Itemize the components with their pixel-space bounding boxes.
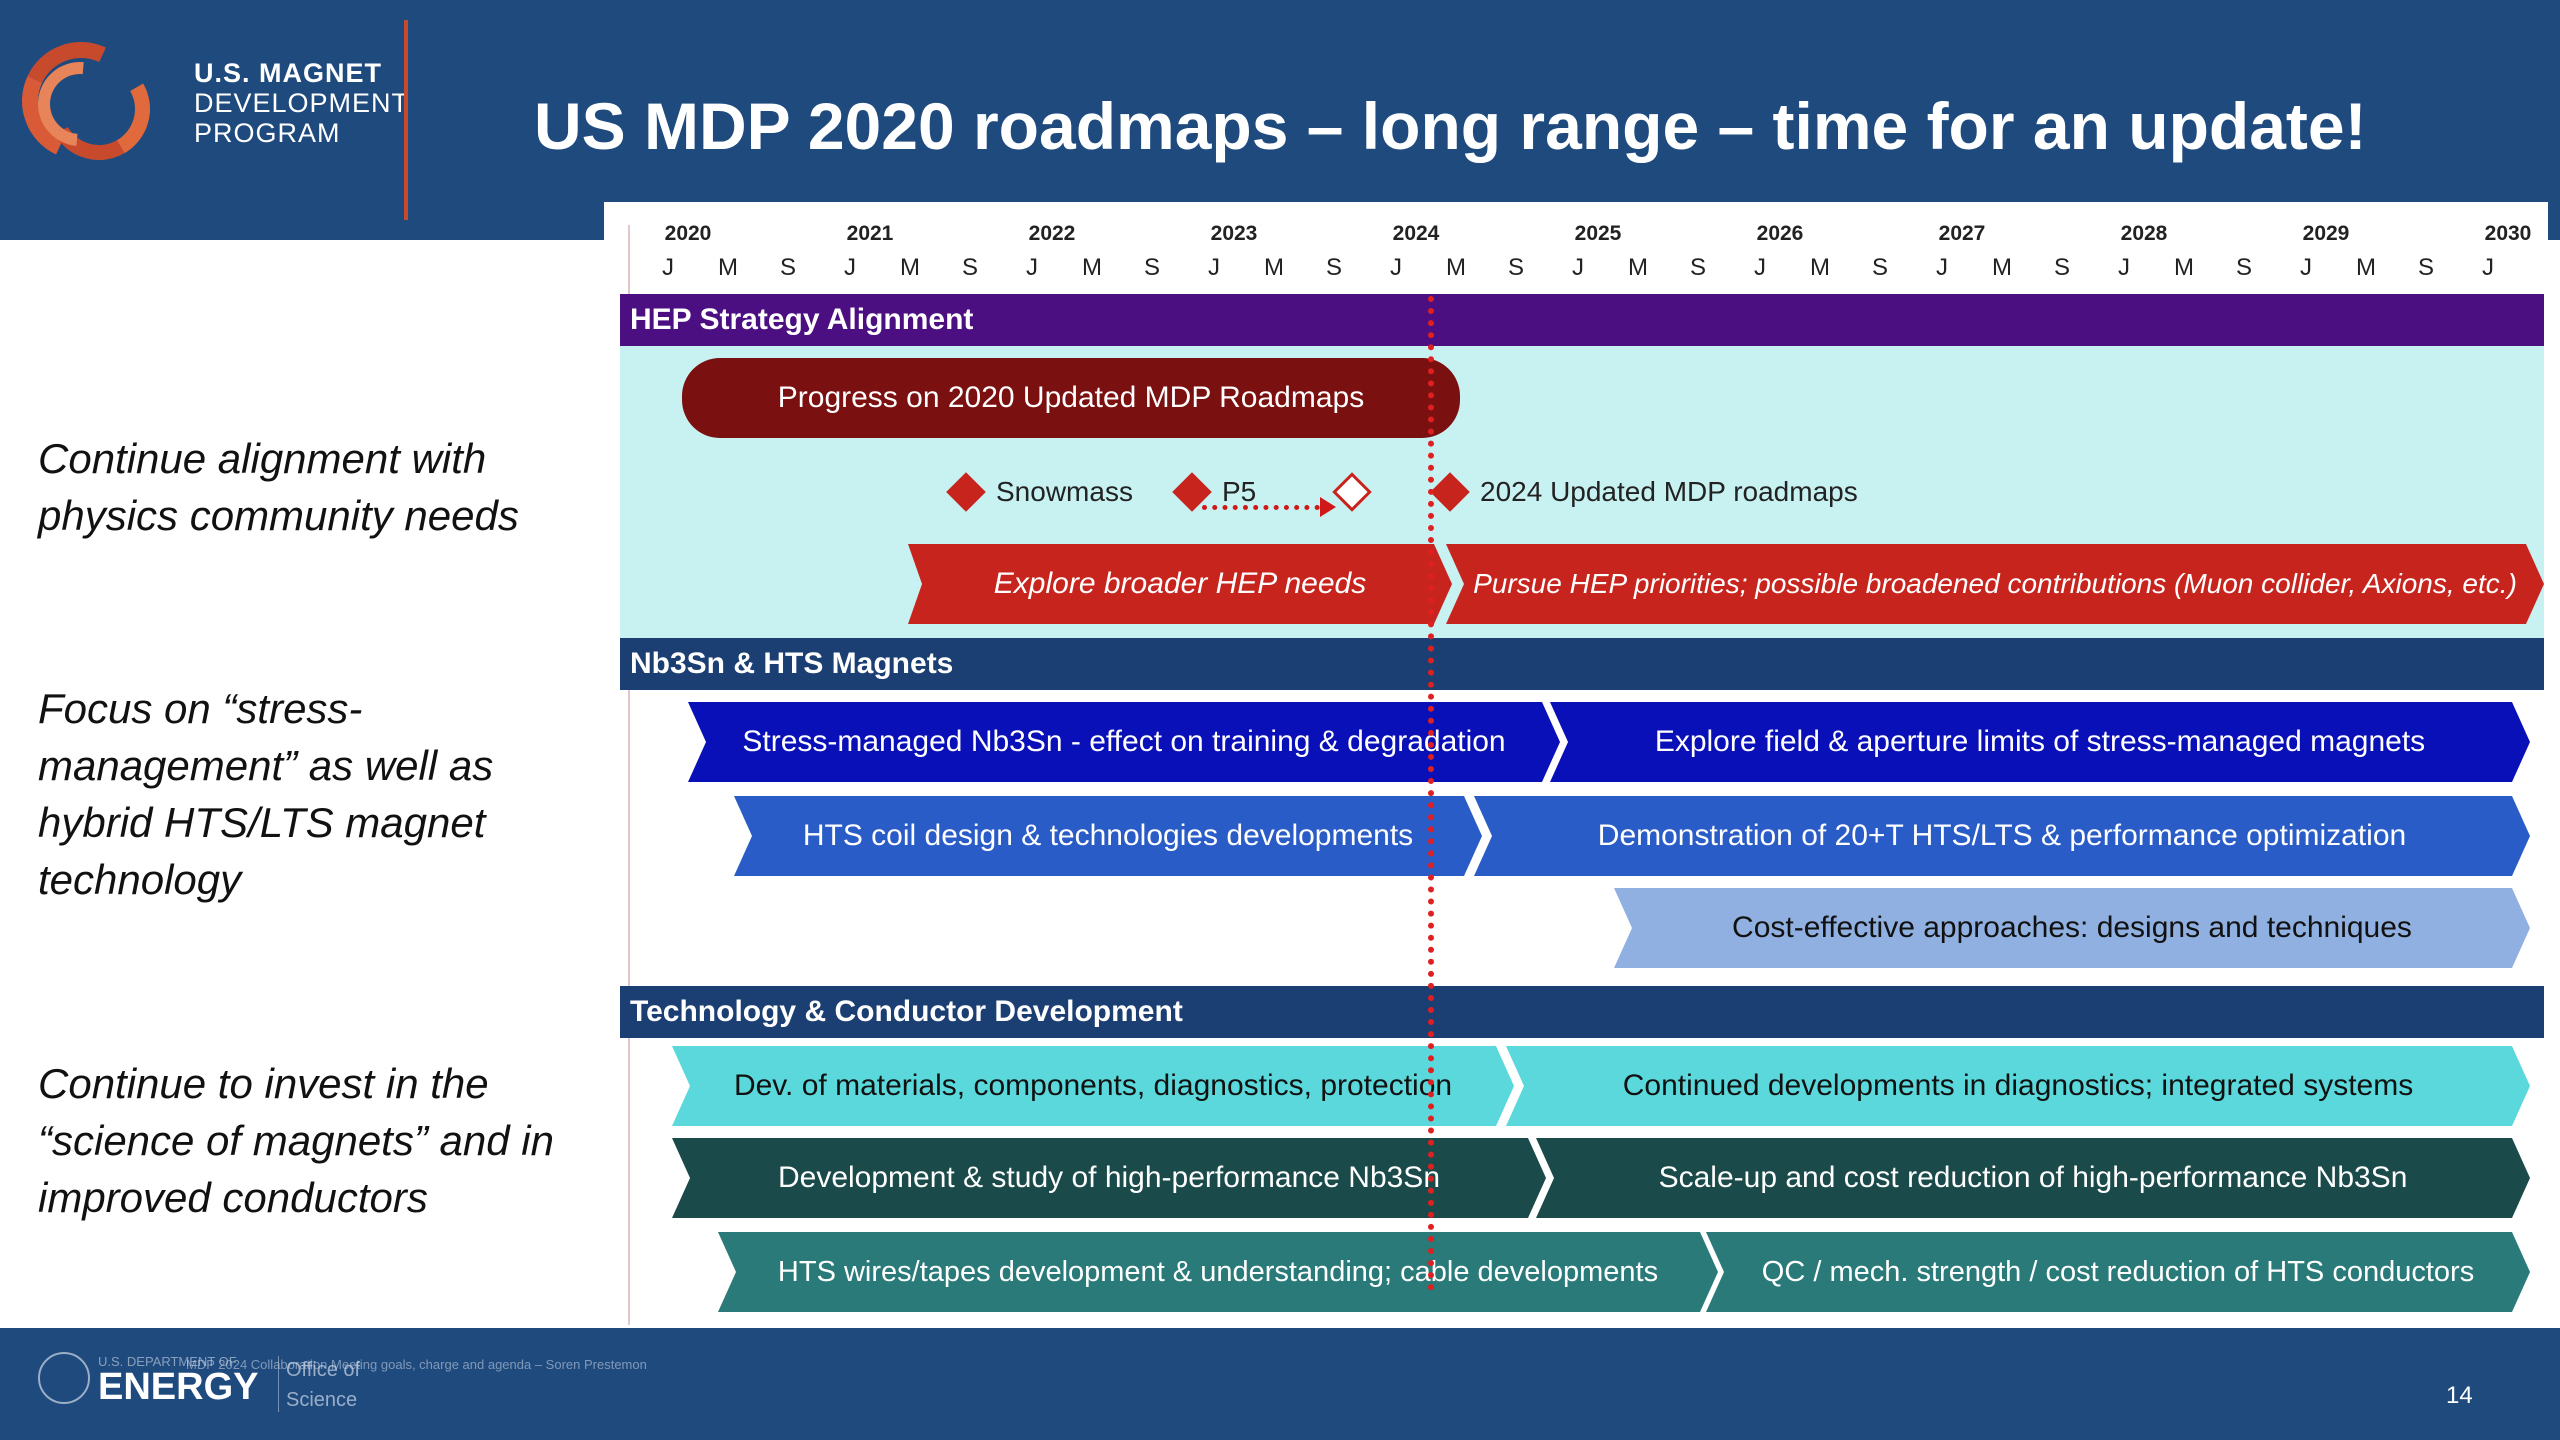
bar-materials-diagnostics: Dev. of materials, components, diagnosti… — [672, 1046, 1514, 1126]
timeline-year-label: 2026 — [1756, 222, 1804, 245]
timeline-year-label: 2023 — [1210, 222, 1258, 245]
timeline-year-label: 2028 — [2120, 222, 2168, 245]
timeline-month-tick: S — [1325, 254, 1343, 281]
bar-20t-demonstration: Demonstration of 20+T HTS/LTS & performa… — [1474, 796, 2530, 876]
timeline-year-label: 2029 — [2302, 222, 2350, 245]
footer-band — [0, 1328, 2560, 1440]
objective-science-of-magnets: Continue to invest in the “science of ma… — [38, 1060, 554, 1221]
logo-text-line-2: DEVELOPMENT — [194, 88, 410, 118]
footer-department: U.S. DEPARTMENT OF — [98, 1354, 237, 1369]
logo-text-line-1: U.S. MAGNET — [194, 58, 383, 88]
timeline-month-tick: J — [2482, 254, 2494, 281]
timeline-month-tick: J — [662, 254, 674, 281]
bar-explore-field-limits: Explore field & aperture limits of stres… — [1550, 702, 2530, 782]
bar-hts-qc-cost: QC / mech. strength / cost reduction of … — [1706, 1232, 2530, 1312]
p5-delay-arrow — [1202, 505, 1330, 510]
bar-progress-roadmaps: Progress on 2020 Updated MDP Roadmaps — [682, 358, 1460, 438]
bar-stress-managed-nb3sn: Stress-managed Nb3Sn - effect on trainin… — [688, 702, 1560, 782]
timeline-month-tick: S — [2417, 254, 2435, 281]
timeline-month-tick: J — [1572, 254, 1584, 281]
timeline-month-tick: S — [961, 254, 979, 281]
doe-seal-icon — [38, 1352, 90, 1404]
timeline-month-tick: S — [1689, 254, 1707, 281]
timeline-month-tick: M — [1810, 254, 1830, 281]
panel-left-rule — [628, 225, 630, 1325]
bar-explore-hep-needs: Explore broader HEP needs — [908, 544, 1452, 624]
footer-meeting-caption: MDP 2024 Collaboration Meeting goals, ch… — [186, 1357, 647, 1372]
timeline-month-tick: M — [900, 254, 920, 281]
timeline-month-tick: J — [844, 254, 856, 281]
logo-text-line-3: PROGRAM — [194, 118, 341, 148]
timeline-month-tick: S — [2235, 254, 2253, 281]
slide-title: US MDP 2020 roadmaps – long range – time… — [534, 89, 2367, 163]
timeline-month-tick: M — [2356, 254, 2376, 281]
bar-nb3sn-scale-up: Scale-up and cost reduction of high-perf… — [1536, 1138, 2530, 1218]
timeline-year-label: 2021 — [846, 222, 894, 245]
timeline-month-tick: J — [1208, 254, 1220, 281]
bar-hts-wires-tapes: HTS wires/tapes development & understand… — [718, 1232, 1718, 1312]
objective-physics-alignment: Continue alignment with physics communit… — [38, 435, 519, 539]
section-technology: Technology & Conductor Development — [620, 986, 2544, 1038]
timeline-month-tick: M — [1082, 254, 1102, 281]
timeline-month-tick: S — [2053, 254, 2071, 281]
bar-cost-effective-approaches: Cost-effective approaches: designs and t… — [1614, 888, 2530, 968]
objective-stress-management: Focus on “stress-management” as well as … — [38, 685, 494, 903]
logo-divider — [404, 20, 408, 220]
p5-delay-arrowhead — [1320, 497, 1336, 517]
timeline-month-tick: J — [1390, 254, 1402, 281]
timeline-month-tick: S — [1871, 254, 1889, 281]
bar-continued-diagnostics: Continued developments in diagnostics; i… — [1506, 1046, 2530, 1126]
timeline-month-tick: M — [1628, 254, 1648, 281]
milestone-roadmap-update-label: 2024 Updated MDP roadmaps — [1480, 476, 1858, 507]
timeline-year-label: 2027 — [1938, 222, 1986, 245]
section-hep-strategy: HEP Strategy Alignment — [620, 294, 2544, 346]
page-number: 14 — [2446, 1382, 2473, 1409]
footer-office-line-1: Office of — [286, 1359, 361, 1381]
timeline-month-tick: M — [2174, 254, 2194, 281]
bar-pursue-hep-priorities: Pursue HEP priorities; possible broadene… — [1446, 544, 2544, 624]
timeline-month-tick: M — [718, 254, 738, 281]
timeline-month-tick: M — [1992, 254, 2012, 281]
timeline-year-label: 2020 — [664, 222, 712, 245]
timeline-month-tick: J — [2118, 254, 2130, 281]
bar-hts-coil-design: HTS coil design & technologies developme… — [734, 796, 1482, 876]
header-band — [0, 0, 2560, 240]
current-date-marker — [1428, 296, 1434, 1291]
section-magnets: Nb3Sn & HTS Magnets — [620, 638, 2544, 690]
timeline-month-tick: J — [1936, 254, 1948, 281]
timeline-year-label: 2024 — [1392, 222, 1440, 245]
timeline-year-label: 2030 — [2484, 222, 2532, 245]
timeline-month-tick: S — [779, 254, 797, 281]
footer-office-line-2: Science — [286, 1389, 358, 1411]
footer-energy-wordmark: ENERGY — [98, 1366, 259, 1408]
timeline-month-tick: S — [1507, 254, 1525, 281]
footer-divider — [278, 1356, 279, 1412]
timeline-month-tick: J — [1026, 254, 1038, 281]
footer-office-of-science: Office of Science — [286, 1355, 360, 1415]
timeline-month-tick: S — [1143, 254, 1161, 281]
timeline-year-label: 2025 — [1574, 222, 1622, 245]
milestone-p5-label: P5 — [1222, 476, 1257, 507]
timeline-month-tick: M — [1264, 254, 1284, 281]
timeline-month-tick: M — [1446, 254, 1466, 281]
milestone-snowmass-label: Snowmass — [996, 476, 1133, 507]
timeline-year-label: 2022 — [1028, 222, 1076, 245]
bar-nb3sn-development: Development & study of high-performance … — [672, 1138, 1546, 1218]
timeline-month-tick: J — [2300, 254, 2312, 281]
timeline-month-tick: J — [1754, 254, 1766, 281]
